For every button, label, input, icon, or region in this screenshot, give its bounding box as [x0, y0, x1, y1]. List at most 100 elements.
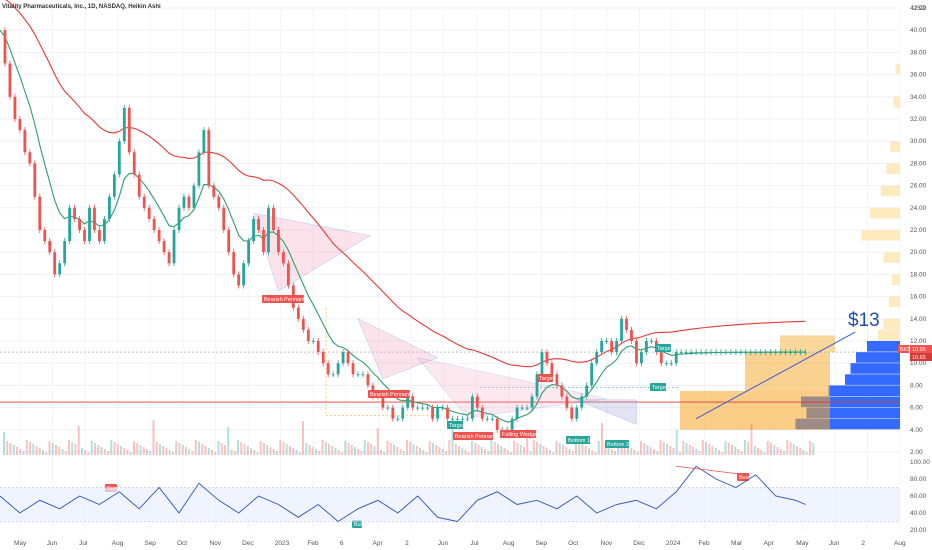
volume-bar: [142, 447, 145, 455]
volume-profile-bar: [861, 230, 900, 241]
volume-bar: [159, 444, 161, 455]
volume-bars: [3, 420, 815, 455]
candle-body: [341, 352, 345, 364]
candle-body: [684, 352, 688, 354]
volume-bar: [396, 447, 399, 455]
price-axis[interactable]: 42.00 40.00 38.00 36.00 34.00 32.00 30.00 28.00…: [910, 5, 927, 456]
candle-body: [88, 207, 91, 242]
volume-bar: [802, 450, 805, 455]
candle-body: [336, 363, 340, 375]
volume-bar: [233, 451, 236, 455]
candle-body: [679, 352, 683, 354]
candle-body: [18, 119, 22, 131]
volume-bar: [55, 445, 57, 455]
candle-body: [301, 318, 305, 330]
volume-bar: [656, 451, 659, 455]
volume-bar: [318, 451, 321, 455]
candle-body: [426, 407, 430, 409]
candle-body: [152, 218, 156, 230]
candle-body: [421, 407, 425, 409]
volume-bar: [441, 449, 444, 455]
rsi-tick-label: 60.00: [910, 493, 927, 500]
volume-bar: [779, 449, 782, 455]
candle-body: [575, 407, 579, 419]
y-tick-label: 8.00: [910, 382, 923, 389]
volume-bar: [389, 443, 392, 455]
x-tick-label: Aug: [894, 540, 906, 547]
candle-body: [515, 407, 519, 419]
volume-bar: [243, 444, 246, 455]
volume-bar: [542, 446, 545, 455]
y-tick-label: 12.00: [910, 338, 927, 345]
volume-bar: [568, 449, 571, 455]
volume-bar: [399, 449, 402, 455]
volume-bar: [402, 451, 405, 455]
volume-bar: [711, 446, 714, 455]
volume-bar: [454, 444, 457, 455]
volume-bar: [149, 451, 152, 455]
volume-bar: [588, 448, 590, 455]
volume-bar: [412, 444, 415, 455]
candle-body: [744, 352, 748, 354]
volume-bar: [19, 449, 22, 455]
volume-bar: [295, 450, 298, 455]
candle-body: [63, 241, 67, 264]
volume-profile-bar: [867, 341, 900, 352]
y-tick-label: 30.00: [910, 138, 927, 145]
volume-bar: [480, 447, 483, 455]
candle-body: [465, 418, 469, 420]
candle-body: [3, 30, 7, 64]
y-tick-label: 16.00: [910, 294, 927, 301]
candle-body: [53, 252, 57, 275]
volume-bar: [276, 451, 278, 455]
volume-profile-bar: [886, 163, 900, 174]
volume-profile-bar: [856, 352, 900, 363]
volume-bar: [640, 441, 642, 455]
long-moving-average-line: [5, 0, 806, 368]
candle-body: [13, 96, 17, 119]
pattern-label-box: [650, 383, 666, 391]
candle-body: [674, 352, 678, 364]
candle-body: [759, 352, 763, 354]
volume-bar: [9, 443, 12, 455]
volume-bar: [224, 445, 226, 455]
pattern-label-box: [655, 344, 671, 352]
volume-bar: [510, 452, 512, 455]
candle-body: [669, 363, 673, 365]
candle-body: [709, 352, 713, 354]
volume-bar: [246, 446, 249, 455]
volume-bar: [432, 443, 434, 455]
volume-bar: [383, 452, 386, 455]
volume-bar: [341, 452, 343, 455]
pattern-label-text: Target: [449, 423, 465, 429]
volume-bar: [757, 448, 759, 455]
time-axis[interactable]: May Jun Jul Aug Sep Oct Nov Dec 2023 Feb 6 Apr 2 Jun J…: [14, 540, 906, 547]
candle-body: [401, 407, 405, 419]
falling-wedge: [416, 357, 607, 419]
volume-bar: [737, 449, 740, 455]
candle-body: [28, 152, 32, 164]
volume-bar: [487, 451, 490, 455]
volume-bar: [84, 450, 87, 455]
candle-body: [620, 318, 623, 341]
volume-bar: [100, 447, 103, 455]
volume-profile-bar: [883, 252, 900, 263]
candle-body: [749, 352, 753, 354]
candle-body: [311, 341, 315, 342]
candle-body: [719, 352, 723, 354]
pattern-label-text: Target: [539, 376, 555, 382]
volume-bar: [763, 452, 766, 455]
candle-body: [605, 341, 609, 342]
candle-body: [769, 352, 773, 354]
volume-bar: [181, 445, 184, 455]
candle-body: [386, 407, 390, 409]
candle-body: [485, 418, 489, 420]
candle-body: [510, 418, 514, 430]
candle-body: [789, 352, 792, 354]
y-tick-label: 18.00: [910, 271, 927, 278]
y-tick-label: 2.00: [910, 449, 923, 456]
candle-body: [142, 196, 146, 208]
pattern-label-text: Target: [652, 385, 668, 391]
volume-bar: [129, 452, 132, 455]
volume-bar: [516, 443, 519, 455]
